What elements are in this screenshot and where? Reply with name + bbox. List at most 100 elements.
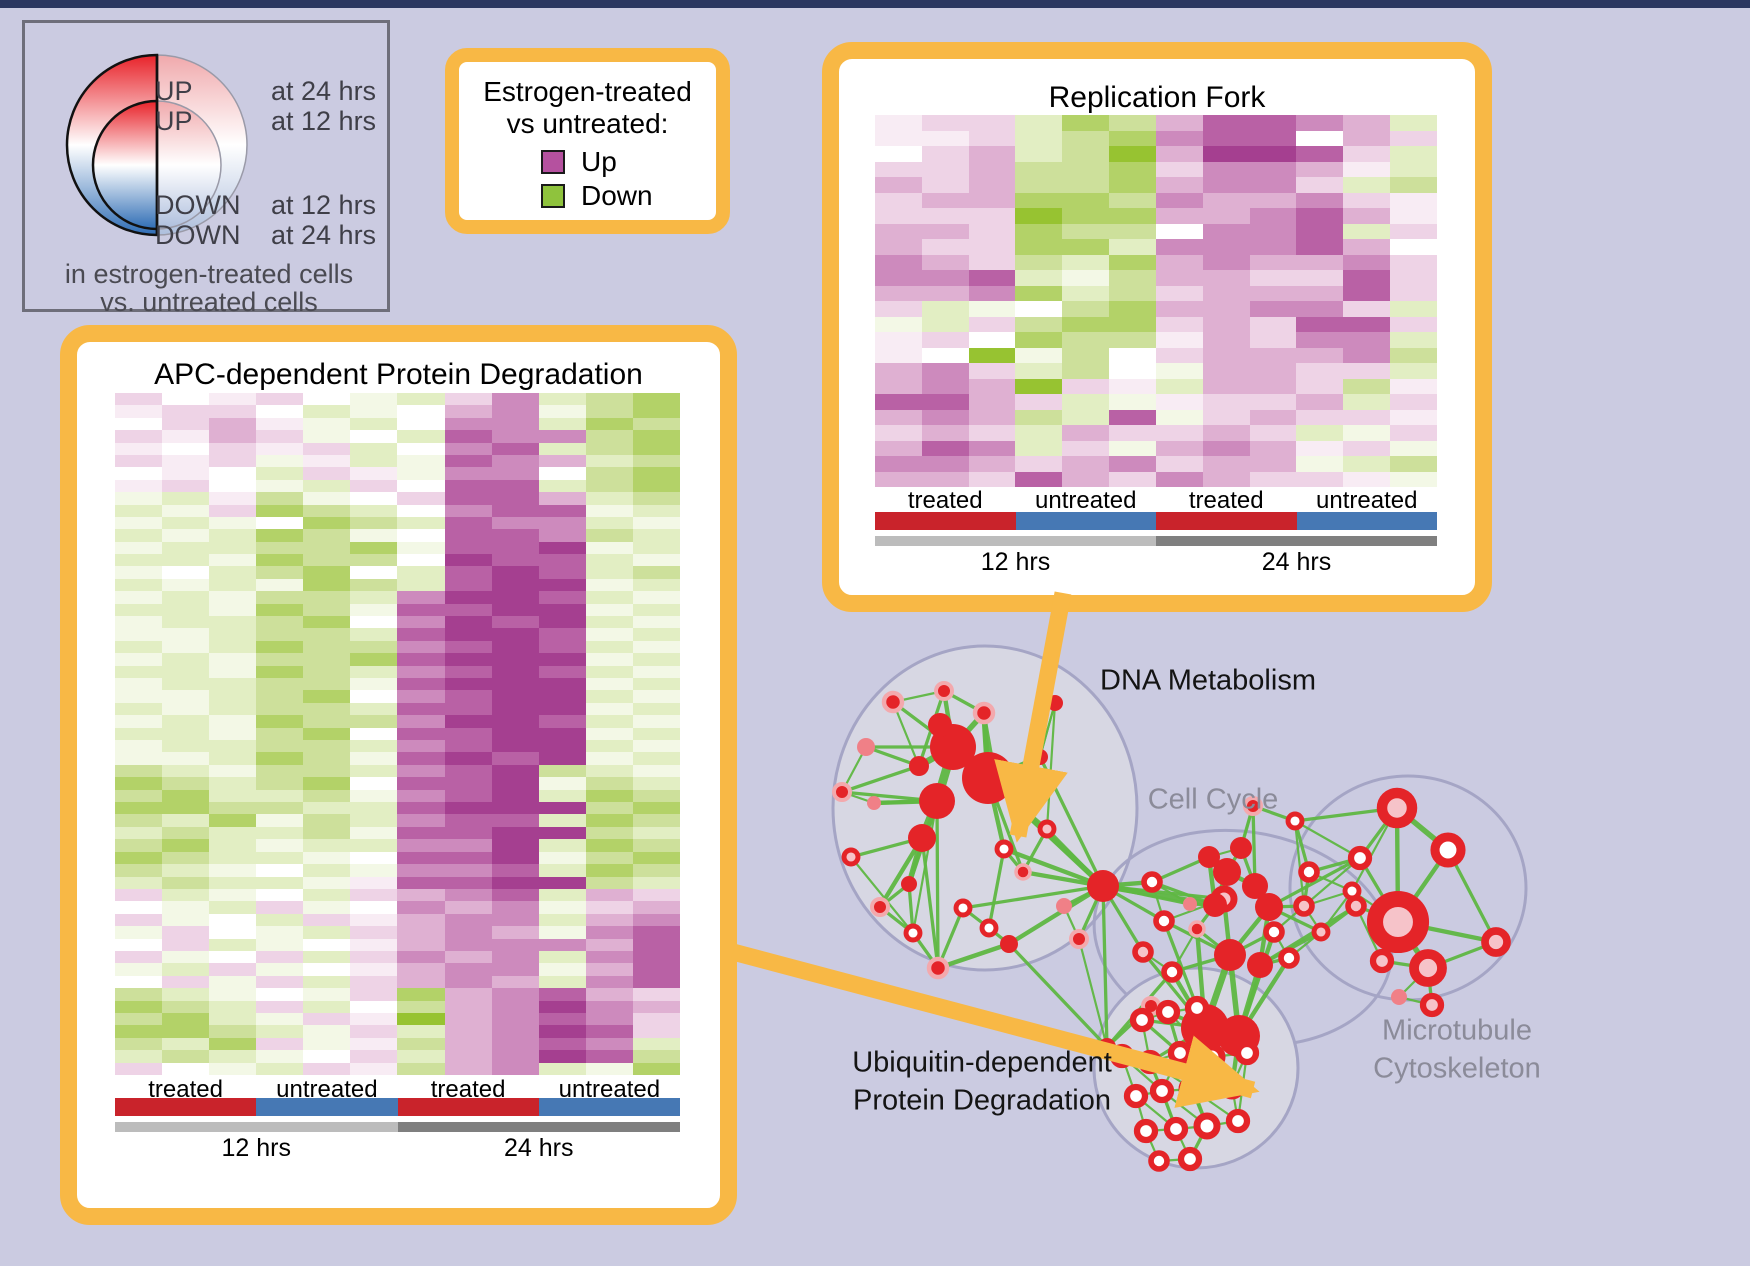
heatmap-cell	[303, 715, 351, 728]
heatmap-cell	[115, 417, 163, 431]
heatmap-cell	[209, 888, 257, 902]
heatmap-cell	[115, 702, 163, 716]
heatmap-cell	[491, 851, 539, 865]
heatmap-cell	[1296, 146, 1344, 162]
heatmap-cell	[444, 913, 492, 927]
heatmap-cell	[256, 764, 304, 778]
heatmap-cell	[1155, 115, 1203, 131]
heatmap-cell	[538, 988, 586, 1001]
heatmap-cell	[538, 777, 586, 790]
heatmap-cell	[350, 653, 398, 666]
time12-bar-segment	[875, 536, 1156, 546]
heatmap-cell	[444, 740, 492, 753]
heatmap-cell	[1390, 363, 1437, 379]
network-node	[1376, 787, 1418, 829]
heatmap-cell	[875, 425, 922, 441]
heatmap-cell	[632, 740, 680, 753]
heatmap-cell	[538, 653, 586, 666]
heatmap-cell	[585, 740, 633, 753]
heatmap-cell	[1015, 177, 1063, 193]
heatmap-cell	[397, 814, 445, 827]
heatmap-cell	[444, 938, 492, 951]
heatmap-cell	[1343, 285, 1391, 301]
heatmap-cell	[1343, 316, 1391, 332]
heatmap-cell	[875, 394, 922, 410]
heatmap-cell	[397, 417, 445, 431]
heatmap-cell	[1202, 456, 1250, 472]
heatmap-cell	[256, 913, 304, 927]
heatmap-cell	[444, 504, 492, 517]
heatmap-cell	[1155, 192, 1203, 208]
heatmap-cell	[209, 876, 257, 889]
heatmap-cell	[1249, 316, 1297, 332]
heatmap-cell	[444, 479, 492, 493]
heatmap-cell	[209, 665, 257, 678]
heatmap-cell	[632, 678, 680, 691]
heatmap-cell	[350, 430, 398, 443]
dna-metabolism-label: DNA Metabolism	[1100, 664, 1316, 697]
heatmap-cell	[162, 417, 210, 431]
heatmap-cell	[209, 901, 257, 914]
heatmap-cell	[1390, 177, 1437, 193]
heatmap-cell	[303, 727, 351, 741]
group-label-treated: treated	[907, 487, 983, 514]
heatmap-cell	[538, 702, 586, 716]
heatmap-cell	[1390, 332, 1437, 348]
heatmap-cell	[491, 628, 539, 641]
heatmap-cell	[350, 628, 398, 641]
heatmap-cell	[921, 347, 969, 363]
heatmap-cell	[1249, 347, 1297, 363]
heatmap-cell	[115, 913, 163, 927]
network-edge	[961, 884, 1105, 910]
heatmap-cell	[115, 814, 163, 827]
heatmap-cell	[209, 727, 257, 741]
heatmap-cell	[1249, 161, 1297, 177]
heatmap-cell	[397, 975, 445, 989]
heatmap-cell	[397, 492, 445, 505]
heatmap-cell	[256, 777, 304, 790]
network-node	[1247, 952, 1273, 978]
heatmap-cell	[921, 301, 969, 317]
heatmap-cell	[1202, 161, 1250, 177]
heatmap-cell	[585, 603, 633, 617]
heatmap-cell	[256, 1012, 304, 1026]
heatmap-cell	[209, 926, 257, 939]
heatmap-cell	[256, 876, 304, 889]
heatmap-cell	[115, 678, 163, 691]
heatmap-cell	[1155, 394, 1203, 410]
heatmap-cell	[444, 1050, 492, 1063]
heatmap-cell	[1390, 161, 1437, 177]
network-node	[1243, 796, 1263, 816]
heatmap-cell	[1249, 363, 1297, 379]
network-node	[994, 839, 1014, 859]
heatmap-cell	[1390, 347, 1437, 363]
heatmap-cell	[162, 913, 210, 927]
heatmap-cell	[115, 777, 163, 790]
heatmap-cell	[1062, 301, 1110, 317]
heatmap-cell	[921, 161, 969, 177]
heatmap-cell	[303, 975, 351, 989]
heatmap-cell	[1062, 425, 1110, 441]
cell-cycle-label: Cell Cycle	[1147, 783, 1279, 816]
heatmap-cell	[875, 130, 922, 146]
heatmap-cell	[1202, 425, 1250, 441]
heatmap-cell	[444, 851, 492, 865]
heatmap-cell	[491, 975, 539, 989]
heatmap-cell	[350, 591, 398, 604]
heatmap-cell	[875, 146, 922, 162]
heatmap-cell	[491, 690, 539, 703]
heatmap-cell	[209, 938, 257, 951]
heatmap-cell	[303, 665, 351, 678]
heatmap-cell	[1390, 285, 1437, 301]
time24-bar-segment	[1156, 536, 1437, 546]
heatmap-cell	[875, 363, 922, 379]
heatmap-cell	[350, 864, 398, 877]
heatmap-cell	[303, 417, 351, 431]
heatmap-cell	[632, 653, 680, 666]
network-node	[1409, 949, 1447, 987]
heatmap-cell	[1343, 254, 1391, 270]
heatmap-cell	[491, 467, 539, 480]
replication-condition-bar	[875, 512, 1437, 530]
heatmap-cell	[303, 541, 351, 555]
heatmap-cell	[921, 115, 969, 131]
